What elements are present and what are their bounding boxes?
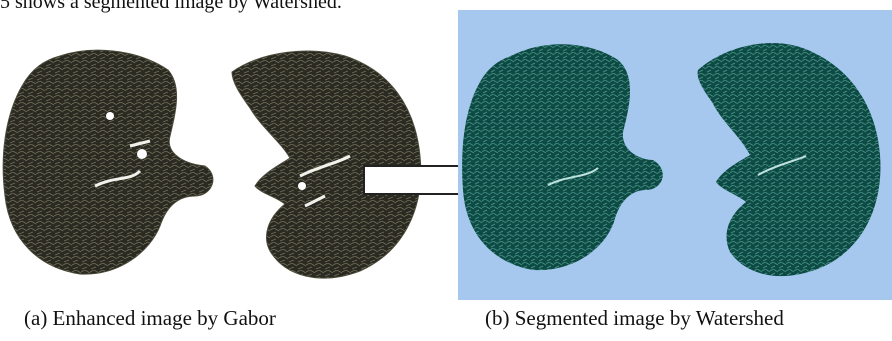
intro-text-line: 5 shows a segmented image by Watershed. (0, 0, 342, 13)
caption-segmented-image: (b) Segmented image by Watershed (485, 306, 784, 330)
caption-enhanced-image: (a) Enhanced image by Gabor (24, 306, 276, 330)
segmented-lungs-image (462, 42, 881, 277)
enhanced-lungs-image (2, 49, 422, 279)
segmented-left-lung (462, 44, 663, 271)
vessel-highlights (94, 139, 351, 208)
left-lung-shape (2, 49, 214, 275)
enhanced-image-panel (0, 46, 450, 286)
segmented-right-lung (697, 42, 881, 277)
segmented-vessels (547, 155, 807, 186)
segmented-image-panel (458, 10, 892, 300)
